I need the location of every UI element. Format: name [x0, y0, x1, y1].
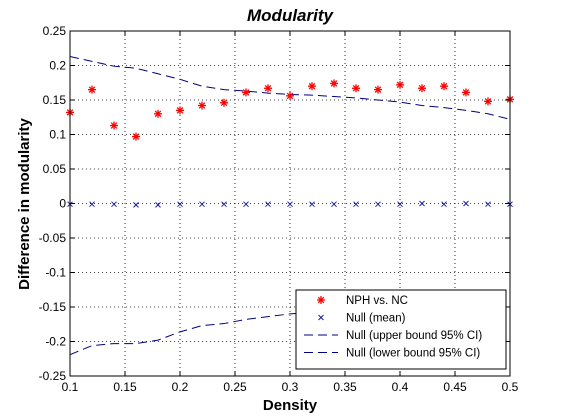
null-mean-point — [485, 201, 491, 208]
legend-label: NPH vs. NC — [346, 295, 408, 307]
y-tick-label: -0.05 — [39, 231, 67, 245]
y-tick-label: 0 — [59, 197, 66, 211]
nph-point — [154, 109, 162, 118]
null-mean-point — [463, 200, 469, 207]
y-tick-label: 0.2 — [49, 59, 66, 73]
null-mean-point — [133, 202, 139, 208]
legend-box — [295, 289, 507, 370]
nph-point — [220, 98, 228, 107]
null-mean-point — [441, 201, 447, 208]
legend-label: Null (lower bound 95% CI) — [346, 348, 480, 360]
x-tick-label: 0.15 — [113, 380, 137, 394]
null-mean-point — [419, 200, 425, 207]
x-tick-label: 0.4 — [392, 380, 409, 394]
chart-title: Modularity — [247, 6, 334, 25]
x-tick-label: 0.35 — [333, 380, 357, 394]
y-tick-label: -0.15 — [39, 300, 67, 314]
null-mean-point — [265, 201, 271, 208]
axis-ticks: 0.1 0.15 0.2 0.25 0.3 0.35 0.4 0.45 0.5 -0.25 -0.2… — [39, 24, 519, 394]
null-mean-point — [111, 201, 117, 208]
legend-entry: Null (mean) — [318, 313, 406, 325]
null-mean-point — [89, 201, 95, 208]
y-tick-label: -0.25 — [39, 369, 67, 383]
legend-entry: NPH vs. NC — [317, 295, 408, 307]
x-tick-label: 0.45 — [443, 380, 467, 394]
nph-point — [352, 84, 360, 93]
null-mean-point — [287, 201, 293, 208]
y-tick-label: -0.1 — [45, 266, 66, 280]
legend-entry: Null (lower bound 95% CI) — [304, 348, 480, 360]
legend-label: Null (mean) — [346, 313, 406, 325]
legend-entry: Null (upper bound 95% CI) — [304, 330, 482, 342]
null-mean-point — [177, 201, 183, 208]
null-mean-point — [375, 201, 381, 208]
nph-point — [462, 88, 470, 97]
nph-point — [132, 132, 140, 141]
x-tick-label: 0.2 — [172, 380, 189, 394]
null-mean-point — [221, 201, 227, 208]
nph-point — [242, 88, 250, 97]
null-mean-point — [199, 201, 205, 208]
x-axis-label: Density — [263, 397, 318, 414]
y-tick-label: 0.25 — [43, 24, 67, 38]
y-tick-label: -0.2 — [45, 335, 66, 349]
nph-point — [484, 97, 492, 106]
y-tick-label: 0.1 — [49, 128, 66, 142]
nph-point — [396, 80, 404, 89]
nph-point — [110, 121, 118, 130]
nph-point — [418, 84, 426, 93]
nph-point — [176, 106, 184, 115]
x-tick-label: 0.1 — [62, 380, 79, 394]
null-mean-point — [331, 201, 337, 208]
x-tick-label: 0.25 — [223, 380, 247, 394]
nph-point — [374, 85, 382, 94]
nph-point — [308, 82, 316, 91]
nph-point — [264, 84, 272, 93]
null-mean-point — [353, 201, 359, 208]
x-tick-label: 0.3 — [282, 380, 299, 394]
legend-label: Null (upper bound 95% CI) — [346, 330, 482, 342]
null-mean-point — [309, 201, 315, 208]
null-mean-point — [243, 201, 249, 208]
nph-point — [286, 91, 294, 100]
legend: NPH vs. NC Null (mean) Null (upper bound 9… — [295, 289, 507, 370]
y-tick-label: 0.15 — [43, 93, 67, 107]
null-mean-point — [155, 202, 161, 208]
null-mean-point — [397, 201, 403, 208]
nph-point — [88, 85, 96, 94]
x-tick-label: 0.5 — [502, 380, 519, 394]
nph-point — [198, 101, 206, 110]
nph-point — [440, 82, 448, 91]
nph-point — [330, 79, 338, 88]
y-tick-label: 0.05 — [43, 162, 67, 176]
y-axis-label: Difference in modularity — [16, 117, 33, 289]
